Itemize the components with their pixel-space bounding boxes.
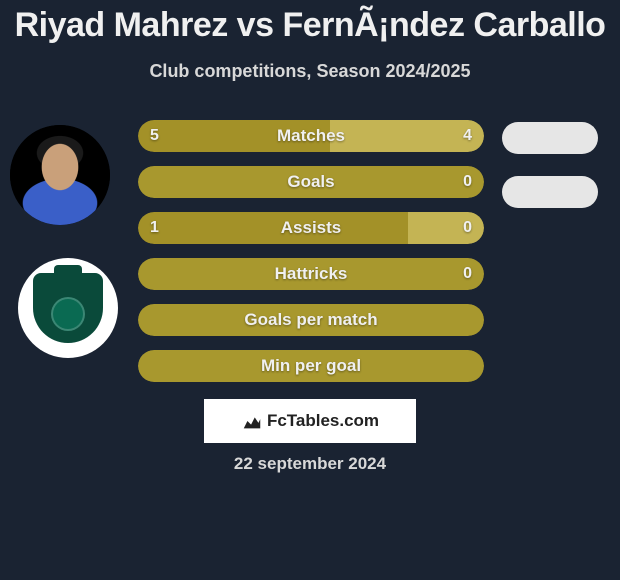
- bar-row-assists: 1 Assists 0: [138, 212, 484, 244]
- bar-row-min-per-goal: Min per goal: [138, 350, 484, 382]
- brand-icon: [241, 410, 263, 432]
- player2-badge-shield: [33, 273, 103, 343]
- bar-left: [138, 212, 408, 244]
- player2-pill: [502, 176, 598, 208]
- bar-label: Matches: [277, 126, 345, 146]
- player2-badge: [18, 258, 118, 358]
- bar-label: Hattricks: [275, 264, 348, 284]
- bar-value-right: 0: [463, 173, 472, 191]
- bar-right: [408, 212, 484, 244]
- bar-value-right: 0: [463, 219, 472, 237]
- bar-label: Min per goal: [261, 356, 361, 376]
- bar-value-right: 0: [463, 265, 472, 283]
- brand-logo: FcTables.com: [241, 410, 379, 432]
- bar-label: Goals: [287, 172, 334, 192]
- bar-right: [330, 120, 484, 152]
- player1-avatar: [10, 125, 110, 225]
- player1-pill: [502, 122, 598, 154]
- bar-label: Goals per match: [244, 310, 377, 330]
- bars-container: 5 Matches 4 Goals 0 1 Assists 0 Hattrick…: [138, 120, 484, 396]
- bar-label: Assists: [281, 218, 341, 238]
- brand-text: FcTables.com: [267, 411, 379, 431]
- bar-row-hattricks: Hattricks 0: [138, 258, 484, 290]
- bar-row-goals: Goals 0: [138, 166, 484, 198]
- bar-row-goals-per-match: Goals per match: [138, 304, 484, 336]
- bar-value-left: 1: [150, 219, 159, 237]
- date-label: 22 september 2024: [234, 454, 386, 474]
- bar-value-right: 4: [463, 127, 472, 145]
- bar-value-left: 5: [150, 127, 159, 145]
- bar-row-matches: 5 Matches 4: [138, 120, 484, 152]
- brand-box: FcTables.com: [204, 399, 416, 443]
- page-title: Riyad Mahrez vs FernÃ¡ndez Carballo: [0, 0, 620, 45]
- subtitle: Club competitions, Season 2024/2025: [0, 61, 620, 82]
- player1-avatar-image: [10, 125, 110, 225]
